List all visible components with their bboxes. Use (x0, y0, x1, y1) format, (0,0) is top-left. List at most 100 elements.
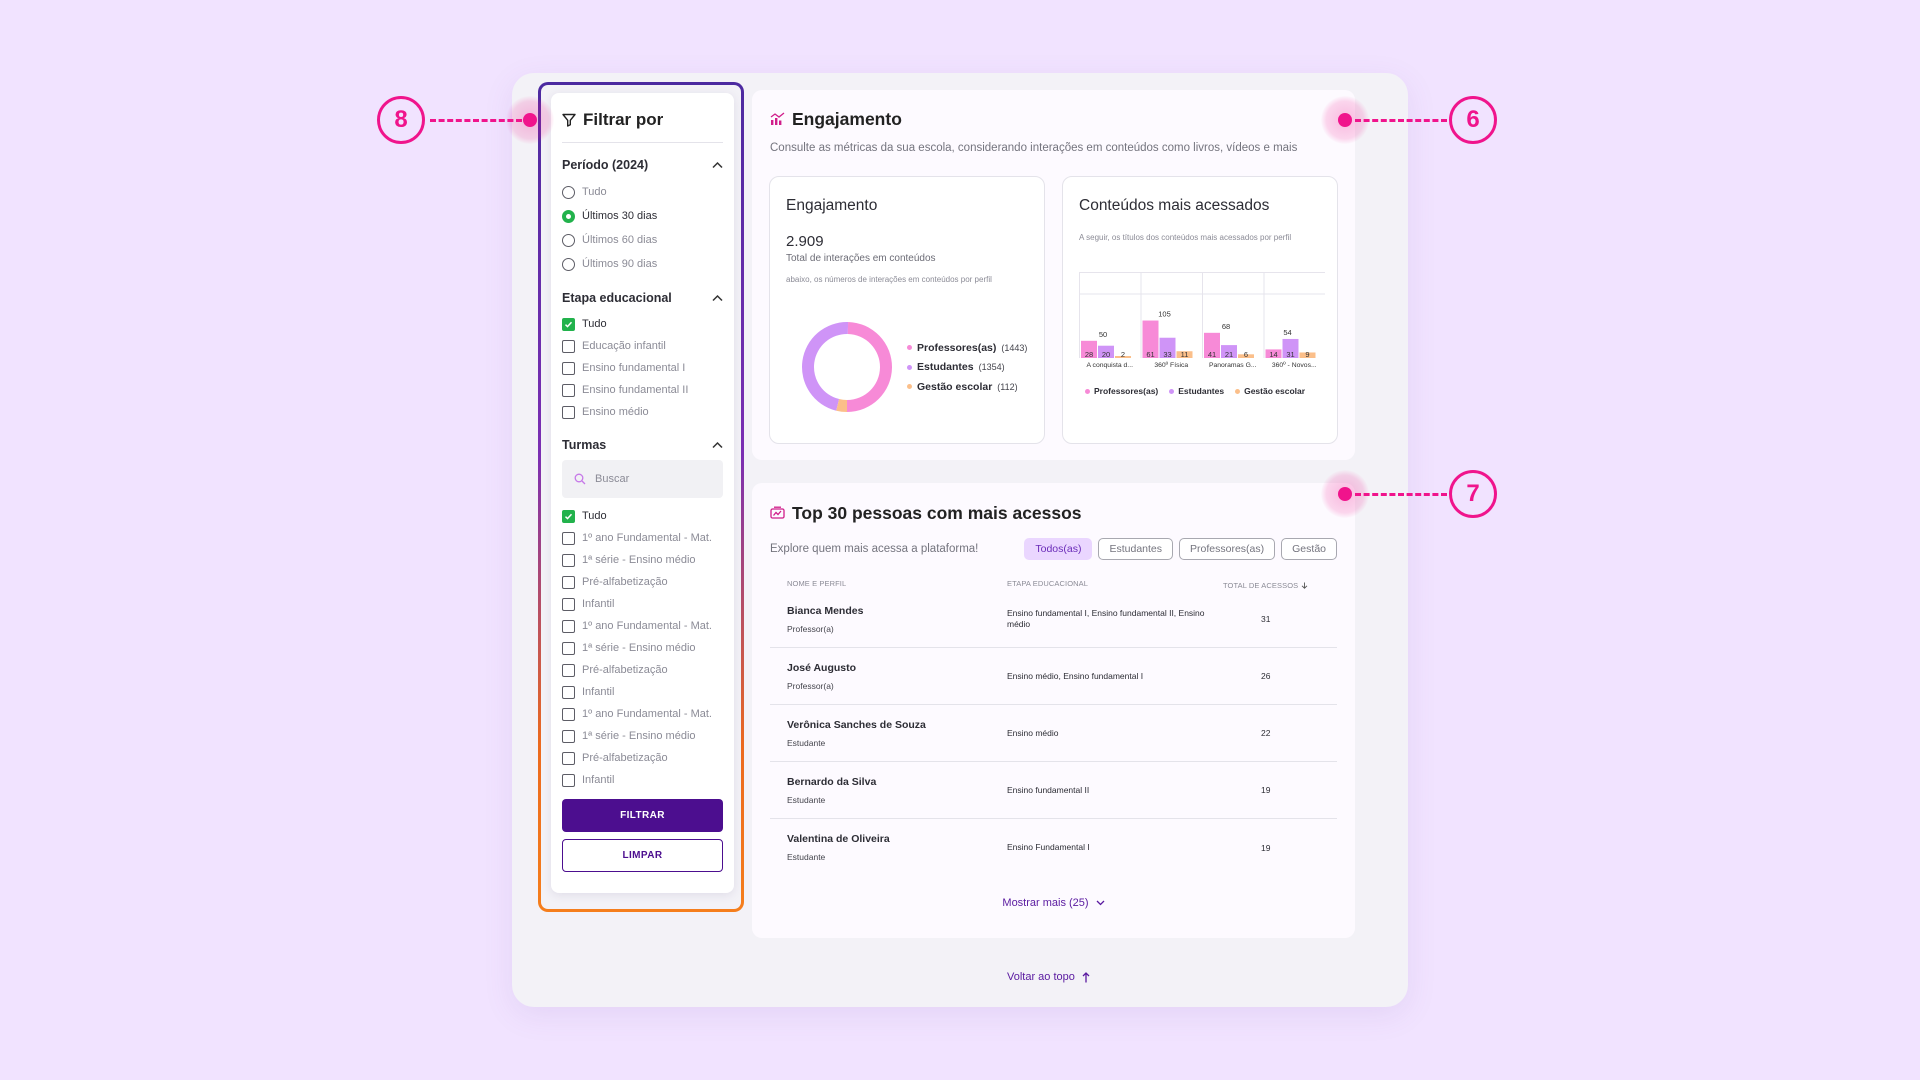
turma-option[interactable]: Infantil (562, 681, 723, 703)
bar-legend: Professores(as) Estudantes Gestão escolar (1085, 385, 1305, 397)
checkbox[interactable] (562, 575, 575, 589)
bar-total-label: 68 (1222, 322, 1230, 331)
profile-tab[interactable]: Todos(as) (1024, 538, 1093, 560)
chevron-up-icon[interactable] (712, 441, 723, 449)
chevron-down-icon (1096, 900, 1105, 906)
checkbox[interactable] (562, 597, 575, 611)
turma-option[interactable]: Tudo (562, 505, 723, 527)
checkbox[interactable] (562, 685, 575, 699)
stage-cell: Ensino fundamental II (1007, 784, 1090, 795)
table-row[interactable]: Bernardo da Silva Estudante Ensino fundame… (770, 762, 1337, 819)
checkbox[interactable] (562, 383, 575, 397)
chevron-up-icon[interactable] (712, 294, 723, 302)
top-content-title: Conteúdos mais acessados (1079, 197, 1270, 214)
turma-option[interactable]: 1ª série - Ensino médio (562, 637, 723, 659)
callout-6-line (1355, 119, 1447, 122)
periodo-option[interactable]: Últimos 60 dias (562, 228, 723, 252)
stage-cell: Ensino fundamental I, Ensino fundamental… (1007, 608, 1205, 629)
turma-option[interactable]: Pré-alfabetização (562, 571, 723, 593)
bar (1115, 356, 1131, 358)
etapa-header[interactable]: Etapa educacional (562, 290, 723, 306)
person-name: Valentina de Oliveira (787, 833, 890, 845)
checkbox[interactable] (562, 553, 575, 567)
back-to-top-link[interactable]: Voltar ao topo (1007, 971, 1090, 983)
person-name: Verônica Sanches de Souza (787, 718, 926, 731)
periodo-option[interactable]: Últimos 30 dias (562, 204, 723, 228)
turma-option[interactable]: 1º ano Fundamental - Mat. (562, 615, 723, 637)
legend-label: Professores(as) (1094, 386, 1159, 396)
legend-dot (1169, 388, 1175, 394)
bar-value-label: 11 (1181, 350, 1189, 359)
checkbox[interactable] (562, 509, 575, 523)
turma-option[interactable]: 1º ano Fundamental - Mat. (562, 703, 723, 725)
turma-option[interactable]: 1ª série - Ensino médio (562, 549, 723, 571)
access-count-cell: 19 (1261, 842, 1271, 853)
periodo-option[interactable]: Tudo (562, 180, 723, 204)
option-label: Tudo (582, 510, 607, 522)
checkbox[interactable] (562, 361, 575, 375)
donut-svg (802, 322, 893, 412)
option-label: Tudo (582, 186, 607, 198)
option-label: Ensino fundamental II (582, 384, 689, 396)
person-name: José Augusto (787, 661, 857, 674)
table-body: Bianca Mendes Professor(a) Ensino fundamen… (770, 591, 1337, 876)
checkbox[interactable] (562, 707, 575, 721)
radio-button[interactable] (562, 209, 575, 223)
profile-tab[interactable]: Gestão (1281, 538, 1337, 560)
radio-button[interactable] (562, 185, 575, 199)
filter-title: Filtrar por (562, 107, 723, 133)
etapa-option[interactable]: Ensino fundamental II (562, 379, 723, 401)
callout-8: 8 (377, 96, 425, 144)
col-total[interactable]: TOTAL DE ACESSOS (1223, 579, 1320, 591)
category-tick-label: 360º - Novos... (1272, 362, 1317, 369)
checkbox[interactable] (562, 339, 575, 353)
checkbox[interactable] (562, 619, 575, 633)
legend-label: Professores(as) (917, 341, 997, 354)
turmas-search-input[interactable]: Buscar (562, 460, 723, 498)
table-row[interactable]: Verônica Sanches de Souza Estudante Ensino… (770, 705, 1337, 762)
legend-label: Gestão escolar (1244, 386, 1306, 396)
turma-option[interactable]: 1º ano Fundamental - Mat. (562, 527, 723, 549)
person-cell: Verônica Sanches de Souza Estudante (787, 719, 1007, 748)
turma-option[interactable]: Pré-alfabetização (562, 747, 723, 769)
checkbox[interactable] (562, 729, 575, 743)
radio-button[interactable] (562, 233, 575, 247)
turmas-section: Turmas Buscar Tudo 1º ano Fundamental - M… (562, 437, 723, 791)
bar (1282, 338, 1299, 358)
profile-tab[interactable]: Professores(as) (1179, 538, 1276, 560)
periodo-header[interactable]: Período (2024) (562, 157, 723, 173)
table-row[interactable]: Bianca Mendes Professor(a) Ensino fundamen… (770, 591, 1337, 648)
checkbox[interactable] (562, 751, 575, 765)
filter-button[interactable]: FILTRAR (562, 799, 723, 832)
table-header: NOME E PERFIL ETAPA EDUCACIONAL TOTAL DE… (770, 579, 1337, 591)
etapa-title: Etapa educacional (562, 291, 672, 305)
turmas-header[interactable]: Turmas (562, 437, 723, 453)
profile-tab[interactable]: Estudantes (1098, 538, 1174, 560)
person-role: Professor(a) (787, 623, 834, 634)
checkbox[interactable] (562, 663, 575, 677)
donut-slice (847, 322, 893, 412)
periodo-option[interactable]: Últimos 90 dias (562, 252, 723, 276)
filter-sidebar: Filtrar por Período (2024) Tudo Últimos 3… (551, 93, 734, 893)
checkbox[interactable] (562, 641, 575, 655)
total-interactions: 2.909 (786, 233, 824, 250)
bar (1265, 349, 1282, 358)
radio-button[interactable] (562, 257, 575, 271)
turma-option[interactable]: Infantil (562, 593, 723, 615)
etapa-option[interactable]: Ensino médio (562, 401, 723, 423)
etapa-option[interactable]: Educação infantil (562, 335, 723, 357)
checkbox[interactable] (562, 531, 575, 545)
chevron-up-icon[interactable] (712, 161, 723, 169)
checkbox[interactable] (562, 317, 575, 331)
table-row[interactable]: Valentina de Oliveira Estudante Ensino Fun… (770, 819, 1337, 876)
turma-option[interactable]: 1ª série - Ensino médio (562, 725, 723, 747)
show-more-button[interactable]: Mostrar mais (25) (770, 897, 1337, 909)
clear-button[interactable]: LIMPAR (562, 839, 723, 872)
table-row[interactable]: José Augusto Professor(a) Ensino médio, En… (770, 648, 1337, 705)
etapa-option[interactable]: Tudo (562, 313, 723, 335)
checkbox[interactable] (562, 405, 575, 419)
checkbox[interactable] (562, 773, 575, 787)
etapa-option[interactable]: Ensino fundamental I (562, 357, 723, 379)
turma-option[interactable]: Pré-alfabetização (562, 659, 723, 681)
turma-option[interactable]: Infantil (562, 769, 723, 791)
